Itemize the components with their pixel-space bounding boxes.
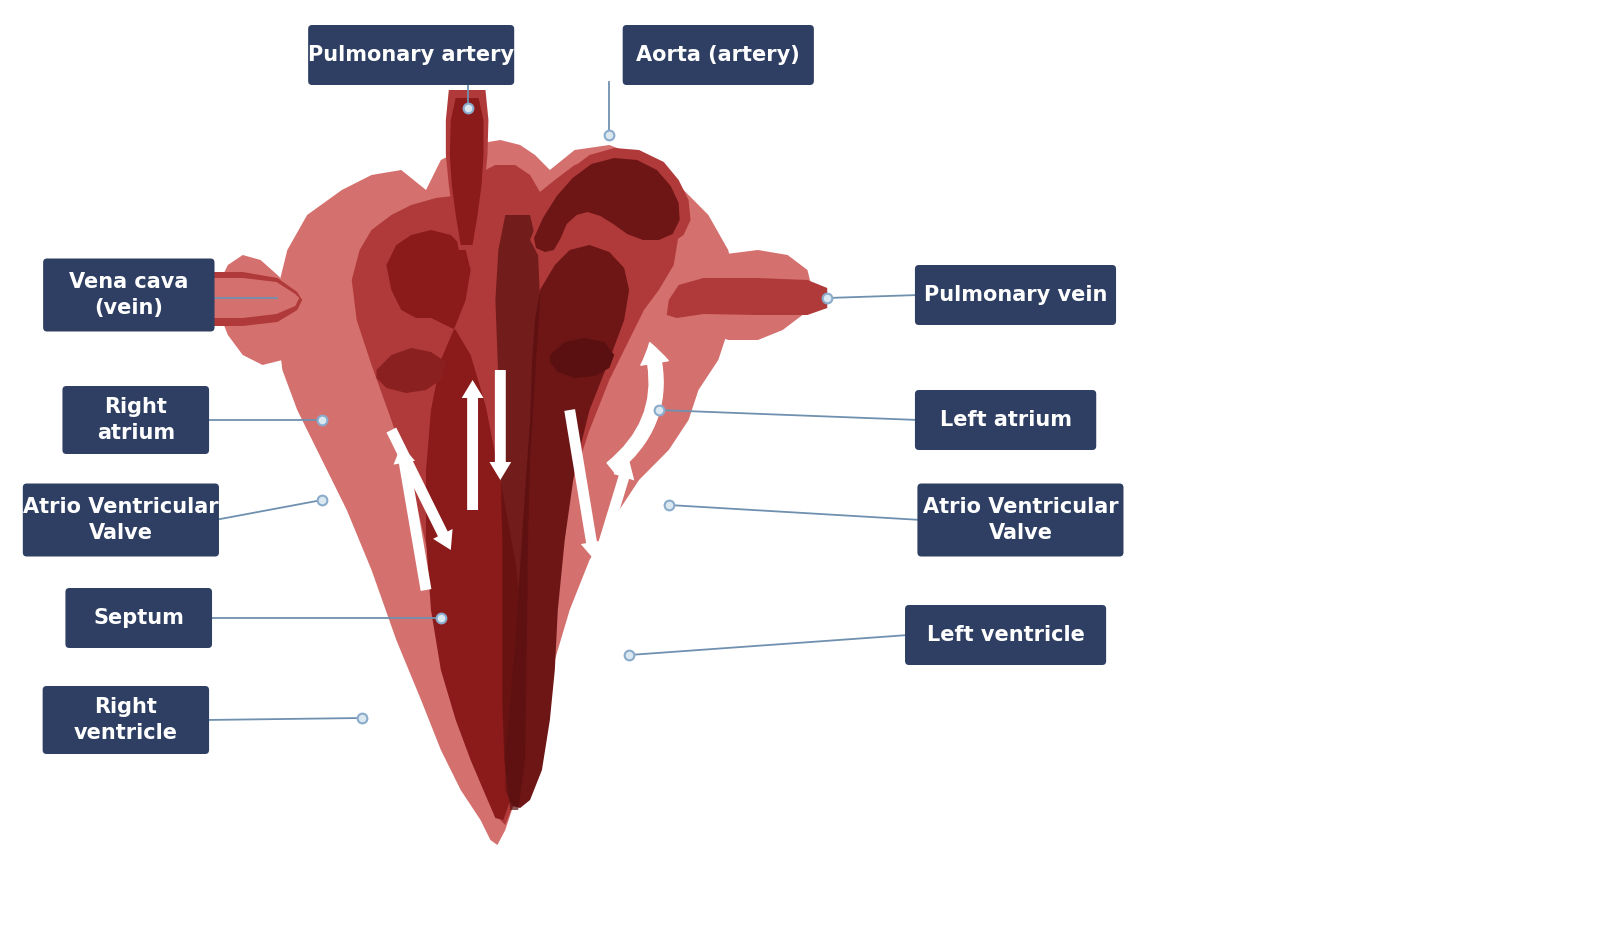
Polygon shape	[376, 348, 446, 393]
FancyBboxPatch shape	[43, 259, 214, 331]
Text: Vena cava
(vein): Vena cava (vein)	[69, 272, 189, 318]
Text: Pulmonary artery: Pulmonary artery	[309, 45, 514, 65]
FancyArrow shape	[490, 370, 512, 480]
Text: Left atrium: Left atrium	[939, 410, 1072, 430]
Text: Right
ventricle: Right ventricle	[74, 697, 178, 743]
Text: Pulmonary vein: Pulmonary vein	[923, 285, 1107, 305]
Text: Right
atrium: Right atrium	[96, 397, 174, 443]
FancyArrow shape	[394, 445, 432, 591]
FancyBboxPatch shape	[906, 605, 1106, 665]
FancyArrow shape	[584, 460, 634, 591]
Polygon shape	[534, 158, 680, 252]
FancyArrowPatch shape	[606, 343, 669, 474]
FancyBboxPatch shape	[43, 686, 210, 754]
Polygon shape	[667, 278, 827, 318]
FancyBboxPatch shape	[915, 390, 1096, 450]
FancyBboxPatch shape	[66, 588, 213, 648]
Polygon shape	[664, 250, 813, 340]
Text: Atrio Ventricular
Valve: Atrio Ventricular Valve	[22, 497, 219, 543]
FancyBboxPatch shape	[915, 265, 1117, 325]
Polygon shape	[530, 148, 691, 258]
Polygon shape	[218, 255, 307, 365]
FancyArrow shape	[387, 427, 453, 550]
FancyBboxPatch shape	[309, 25, 514, 85]
FancyBboxPatch shape	[622, 25, 814, 85]
FancyBboxPatch shape	[22, 484, 219, 557]
FancyArrow shape	[462, 380, 483, 510]
Text: Aorta (artery): Aorta (artery)	[637, 45, 800, 65]
Polygon shape	[446, 90, 488, 250]
Polygon shape	[163, 272, 302, 326]
Polygon shape	[352, 158, 678, 825]
Polygon shape	[277, 140, 738, 845]
FancyBboxPatch shape	[917, 484, 1123, 557]
Text: Septum: Septum	[93, 608, 184, 628]
FancyBboxPatch shape	[62, 386, 210, 454]
Text: Atrio Ventricular
Valve: Atrio Ventricular Valve	[923, 497, 1118, 543]
Polygon shape	[386, 230, 525, 820]
Polygon shape	[450, 98, 483, 245]
Text: Left ventricle: Left ventricle	[926, 625, 1085, 645]
Polygon shape	[173, 278, 299, 318]
Polygon shape	[506, 245, 629, 808]
Polygon shape	[550, 338, 614, 378]
FancyArrow shape	[565, 409, 602, 560]
Polygon shape	[496, 215, 539, 810]
